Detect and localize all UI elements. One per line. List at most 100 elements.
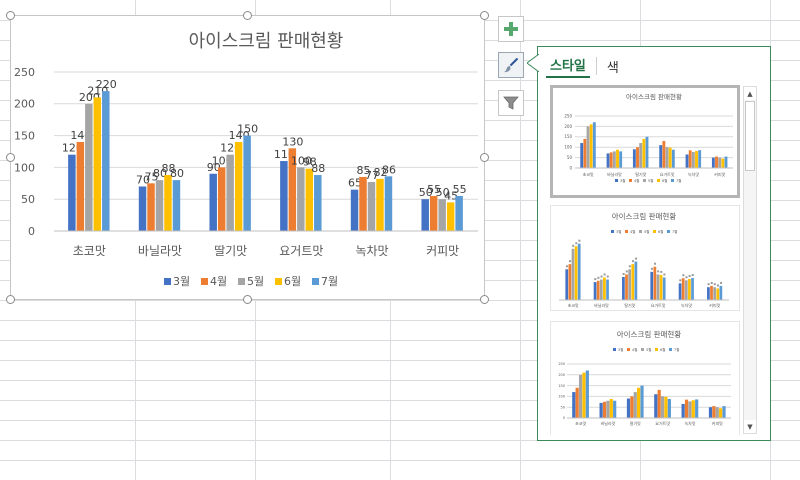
bar-4월[interactable] (288, 148, 297, 231)
style1-bar-3월[interactable] (659, 145, 663, 168)
bar-6월[interactable] (305, 168, 314, 231)
style3-bar-3월[interactable] (572, 392, 576, 418)
style2-bar-3월[interactable] (707, 287, 710, 300)
bar-6월[interactable] (93, 97, 102, 231)
bar-4월[interactable] (147, 183, 155, 231)
bar-5월[interactable] (155, 180, 164, 231)
style1-bar-4월[interactable] (583, 138, 587, 168)
resize-handle-top-right[interactable] (480, 11, 489, 20)
bar-7월[interactable] (455, 196, 463, 231)
style-option-1[interactable]: 아이스크림 판매현황 0 50 100 150 200 250 초코맛 바닐라맛 딸기맛 요거트맛 녹… (550, 85, 740, 198)
style3-bar-4월[interactable] (602, 401, 607, 418)
bar-4월[interactable] (217, 167, 226, 231)
resize-handle-bottom-middle[interactable] (243, 295, 252, 304)
scroll-thumb[interactable] (745, 101, 755, 171)
style2-bar-5월[interactable] (656, 274, 660, 300)
bar-5월[interactable] (367, 182, 376, 231)
style3-bar-6월[interactable] (691, 400, 695, 418)
bar-3월[interactable] (350, 189, 359, 231)
bar-3월[interactable] (68, 154, 76, 231)
style2-bar-4월[interactable] (653, 266, 657, 300)
style-option-3[interactable]: 아이스크림 판매현황 0 50 100 150 200 250 초코맛 바닐라맛 딸기맛 요거트맛 녹… (550, 321, 740, 435)
style1-bar-6월[interactable] (616, 149, 619, 168)
bar-4월[interactable] (76, 141, 85, 231)
style1-bar-7월[interactable] (619, 151, 623, 168)
style2-bar-7월[interactable] (577, 243, 581, 300)
style2-bar-4월[interactable] (596, 280, 600, 300)
style3-bar-6월[interactable] (664, 396, 668, 418)
style2-bar-3월[interactable] (593, 282, 597, 300)
style3-bar-7월[interactable] (695, 399, 699, 418)
style1-bar-3월[interactable] (580, 143, 584, 168)
style3-bar-5월[interactable] (578, 374, 583, 418)
bar-5월[interactable] (85, 103, 93, 231)
style1-bar-4월[interactable] (609, 152, 613, 168)
style3-bar-7월[interactable] (613, 400, 617, 418)
style1-bar-3월[interactable] (711, 157, 715, 168)
style3-bar-5월[interactable] (633, 392, 637, 418)
resize-handle-middle-left[interactable] (6, 153, 15, 162)
chart-filters-button[interactable] (498, 90, 524, 116)
style3-bar-5월[interactable] (660, 396, 665, 418)
style1-bar-6월[interactable] (668, 147, 672, 168)
bar-7월[interactable] (172, 180, 181, 231)
bar-7월[interactable] (384, 176, 393, 231)
style1-bar-4월[interactable] (715, 156, 718, 168)
style2-bar-4월[interactable] (568, 264, 572, 300)
style3-bar-4월[interactable] (630, 396, 634, 418)
bar-6월[interactable] (446, 202, 455, 231)
style2-chart-title[interactable]: 아이스크림 판매현황 (612, 211, 677, 221)
style1-bar-7월[interactable] (671, 149, 675, 168)
style1-bar-3월[interactable] (606, 153, 610, 168)
style1-bar-6월[interactable] (642, 138, 646, 168)
style2-bar-6월[interactable] (631, 264, 635, 300)
style-option-2[interactable]: 아이스크림 판매현황 초코맛 바닐라맛 딸기맛 요거트맛 녹차맛 커피맛 3월 4월 5월 6월 7월 (550, 205, 740, 311)
style1-bar-7월[interactable] (592, 122, 596, 168)
style3-bar-3월[interactable] (626, 398, 631, 418)
style1-bar-6월[interactable] (695, 150, 698, 168)
style2-bar-7월[interactable] (691, 277, 694, 300)
style3-bar-7월[interactable] (722, 406, 726, 418)
scroll-down-button[interactable]: ▼ (744, 420, 756, 433)
style2-bar-3월[interactable] (565, 269, 569, 300)
style3-bar-3월[interactable] (708, 407, 713, 418)
style1-bar-7월[interactable] (698, 150, 702, 168)
style3-bar-6월[interactable] (719, 408, 723, 418)
chart-styles-button[interactable] (498, 52, 524, 78)
style1-bar-5월[interactable] (718, 157, 722, 168)
chart-title[interactable]: 아이스크림 판매현황 (189, 31, 344, 52)
style3-bar-4월[interactable] (684, 399, 689, 418)
style3-bar-5월[interactable] (715, 407, 719, 418)
style2-bar-5월[interactable] (599, 279, 603, 300)
style3-bar-6월[interactable] (582, 372, 586, 418)
style2-bar-6월[interactable] (688, 279, 691, 300)
bar-5월[interactable] (438, 199, 446, 231)
style3-bar-3월[interactable] (599, 402, 603, 418)
style2-bar-6월[interactable] (659, 274, 663, 300)
bar-3월[interactable] (209, 173, 217, 231)
style3-bar-6월[interactable] (609, 398, 613, 418)
style1-bar-4월[interactable] (662, 140, 666, 168)
style2-bar-7월[interactable] (719, 285, 723, 300)
style2-bar-6월[interactable] (716, 288, 720, 300)
style2-bar-3월[interactable] (678, 283, 682, 300)
style2-bar-4월[interactable] (681, 278, 685, 300)
bar-3월[interactable] (138, 186, 147, 231)
bar-7월[interactable] (243, 135, 251, 231)
gallery-scrollbar[interactable]: ▲ ▼ (743, 86, 757, 434)
style2-bar-6월[interactable] (574, 246, 578, 300)
resize-handle-bottom-left[interactable] (6, 295, 15, 304)
bar-5월[interactable] (297, 167, 305, 231)
style3-bar-5월[interactable] (688, 401, 692, 418)
style2-bar-5월[interactable] (713, 287, 716, 300)
style1-bar-4월[interactable] (688, 150, 692, 168)
style2-bar-5월[interactable] (628, 269, 631, 300)
style1-bar-5월[interactable] (691, 151, 695, 168)
resize-handle-middle-right[interactable] (480, 153, 489, 162)
bar-3월[interactable] (421, 199, 429, 231)
style2-bar-5월[interactable] (684, 280, 688, 300)
bar-6월[interactable] (376, 178, 384, 231)
resize-handle-top-left[interactable] (6, 11, 15, 20)
style1-chart-title[interactable]: 아이스크림 판매현황 (626, 92, 682, 101)
style3-bar-4월[interactable] (575, 387, 579, 418)
